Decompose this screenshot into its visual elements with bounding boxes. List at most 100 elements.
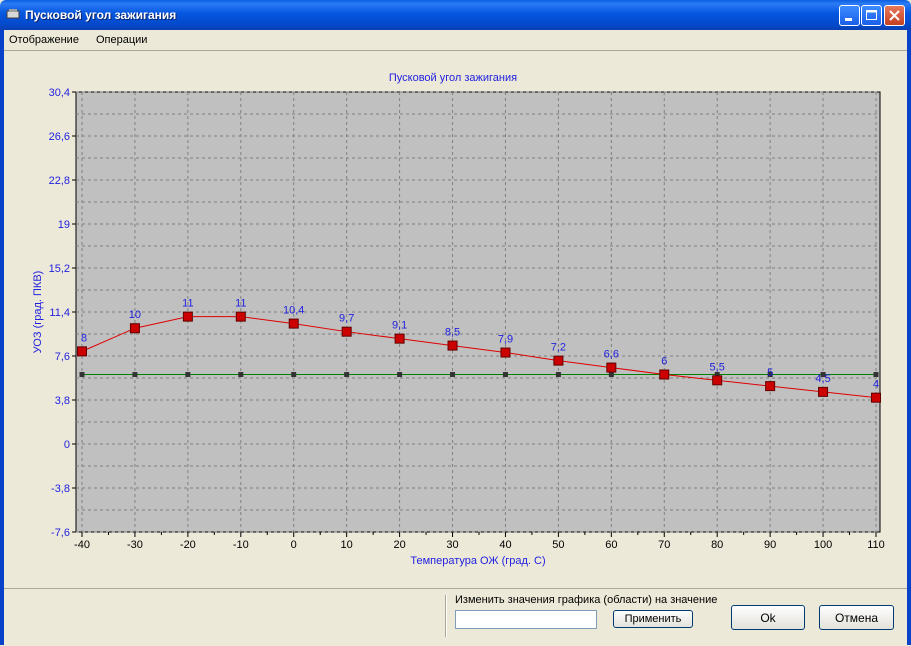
menu-operations[interactable]: Операции: [96, 34, 148, 46]
x-tick-label: 110: [867, 539, 885, 551]
menu-bar: Отображение Операции: [4, 30, 907, 50]
x-tick-label: -30: [127, 539, 143, 551]
angle-point: [129, 323, 140, 334]
baseline-point: [767, 372, 773, 378]
cancel-button[interactable]: Отмена: [819, 605, 894, 630]
baseline-point: [291, 372, 297, 378]
angle-point: [182, 311, 193, 322]
x-tick-label: 60: [605, 539, 617, 551]
angle-point-label: 6: [661, 356, 667, 368]
y-tick-label: 22,8: [49, 175, 70, 187]
bottom-panel: Изменить значения графика (области) на з…: [4, 588, 907, 646]
angle-point: [341, 326, 352, 337]
value-input[interactable]: [455, 610, 597, 629]
y-tick-label: 26,6: [49, 131, 70, 143]
app-icon: [6, 9, 20, 19]
baseline-point: [238, 372, 244, 378]
angle-point-label: 10,4: [283, 305, 304, 317]
x-tick-label: -40: [74, 539, 90, 551]
angle-point-label: 5: [767, 367, 773, 379]
maximize-button[interactable]: [861, 5, 882, 26]
y-tick-label: -3,8: [51, 483, 70, 495]
baseline-point: [132, 372, 138, 378]
window-title: Пусковой угол зажигания: [25, 8, 177, 22]
angle-point: [606, 362, 617, 373]
angle-point: [871, 392, 881, 403]
plot-series: 8 10 11 11 10,4 9,7 9,1 8,5 7,9 7,2 6,6 6 5,5 5 4,5 4: [77, 298, 881, 403]
minimize-icon: [845, 18, 852, 21]
y-tick-label: 30,4: [49, 87, 70, 99]
angle-point-label: 9,1: [392, 320, 407, 332]
angle-point-label: 4: [873, 379, 879, 391]
panel-separator: [445, 595, 447, 637]
y-axis-label: УОЗ (град. ПКВ): [32, 271, 44, 354]
angle-point-label: 11: [235, 298, 246, 310]
angle-point-label: 9,7: [339, 313, 354, 325]
change-value-label: Изменить значения графика (области) на з…: [455, 594, 718, 606]
chart-area: Пусковой угол зажигания 30,4 26,6 22,8 19 15…: [4, 50, 907, 588]
angle-point: [818, 386, 829, 397]
x-tick-label: 80: [711, 539, 723, 551]
grid: [76, 91, 880, 533]
x-tick-label: 20: [393, 539, 405, 551]
y-tick-label: 15,2: [49, 263, 70, 275]
y-tick-label: 19: [58, 219, 70, 231]
angle-series-line: [81, 316, 877, 399]
minimize-button[interactable]: [839, 5, 860, 26]
angle-point: [659, 369, 670, 380]
x-tick-label: 30: [446, 539, 458, 551]
y-tick-label: -7,6: [51, 527, 70, 539]
angle-point: [77, 346, 87, 357]
angle-point-label: 10: [129, 309, 141, 321]
window-frame-right: [907, 30, 911, 645]
baseline-point: [79, 372, 85, 378]
angle-point-label: 7,2: [551, 342, 566, 354]
baseline-point: [820, 372, 826, 378]
baseline-point: [450, 372, 456, 378]
x-axis-label: Температура ОЖ (град. С): [410, 555, 545, 567]
x-tick-label: 50: [552, 539, 564, 551]
baseline-point: [185, 372, 191, 378]
angle-point-label: 8,5: [445, 327, 460, 339]
x-tick-label: 10: [341, 539, 353, 551]
baseline-point: [873, 372, 879, 378]
close-button[interactable]: [884, 5, 905, 26]
x-tick-label: -20: [180, 539, 196, 551]
x-tick-label: 90: [764, 539, 776, 551]
angle-point: [288, 318, 299, 329]
angle-point: [553, 355, 564, 366]
baseline-point: [397, 372, 403, 378]
angle-point: [394, 333, 405, 344]
angle-point: [765, 381, 776, 392]
x-tick-label: 100: [814, 539, 832, 551]
angle-point: [500, 347, 511, 358]
baseline-point: [344, 372, 350, 378]
angle-point-label: 4,5: [815, 373, 830, 385]
x-axis-ticks: -40 -30 -20 -10 0 10 20 30 40 50 60 70 80 90 100 110: [74, 532, 885, 551]
angle-point-label: 6,6: [604, 349, 619, 361]
x-tick-label: 70: [658, 539, 670, 551]
apply-button[interactable]: Применить: [613, 610, 693, 628]
baseline-point: [714, 372, 720, 378]
angle-point: [447, 340, 458, 351]
angle-point-label: 5,5: [710, 361, 725, 373]
ok-button[interactable]: Ok: [731, 605, 805, 630]
baseline-point: [555, 372, 561, 378]
ignition-angle-chart[interactable]: Пусковой угол зажигания 30,4 26,6 22,8 19 15…: [4, 51, 907, 588]
angle-point-label: 7,9: [498, 334, 513, 346]
baseline-point: [608, 372, 614, 378]
x-tick-label: -10: [233, 539, 249, 551]
y-axis-ticks: 30,4 26,6 22,8 19 15,2 11,4 7,6 3,8 0 -3,8 -7,6: [49, 87, 76, 539]
maximize-icon: [866, 10, 877, 20]
y-tick-label: 3,8: [55, 395, 70, 407]
chart-title: Пусковой угол зажигания: [389, 72, 517, 84]
x-tick-label: 0: [291, 539, 297, 551]
window-frame-left: [0, 30, 4, 645]
y-tick-label: 7,6: [55, 351, 70, 363]
y-tick-label: 11,4: [49, 307, 70, 319]
title-bar[interactable]: Пусковой угол зажигания: [0, 0, 911, 30]
baseline-point: [502, 372, 508, 378]
menu-display[interactable]: Отображение: [9, 34, 79, 46]
close-icon: [889, 10, 900, 21]
angle-point: [712, 375, 723, 386]
